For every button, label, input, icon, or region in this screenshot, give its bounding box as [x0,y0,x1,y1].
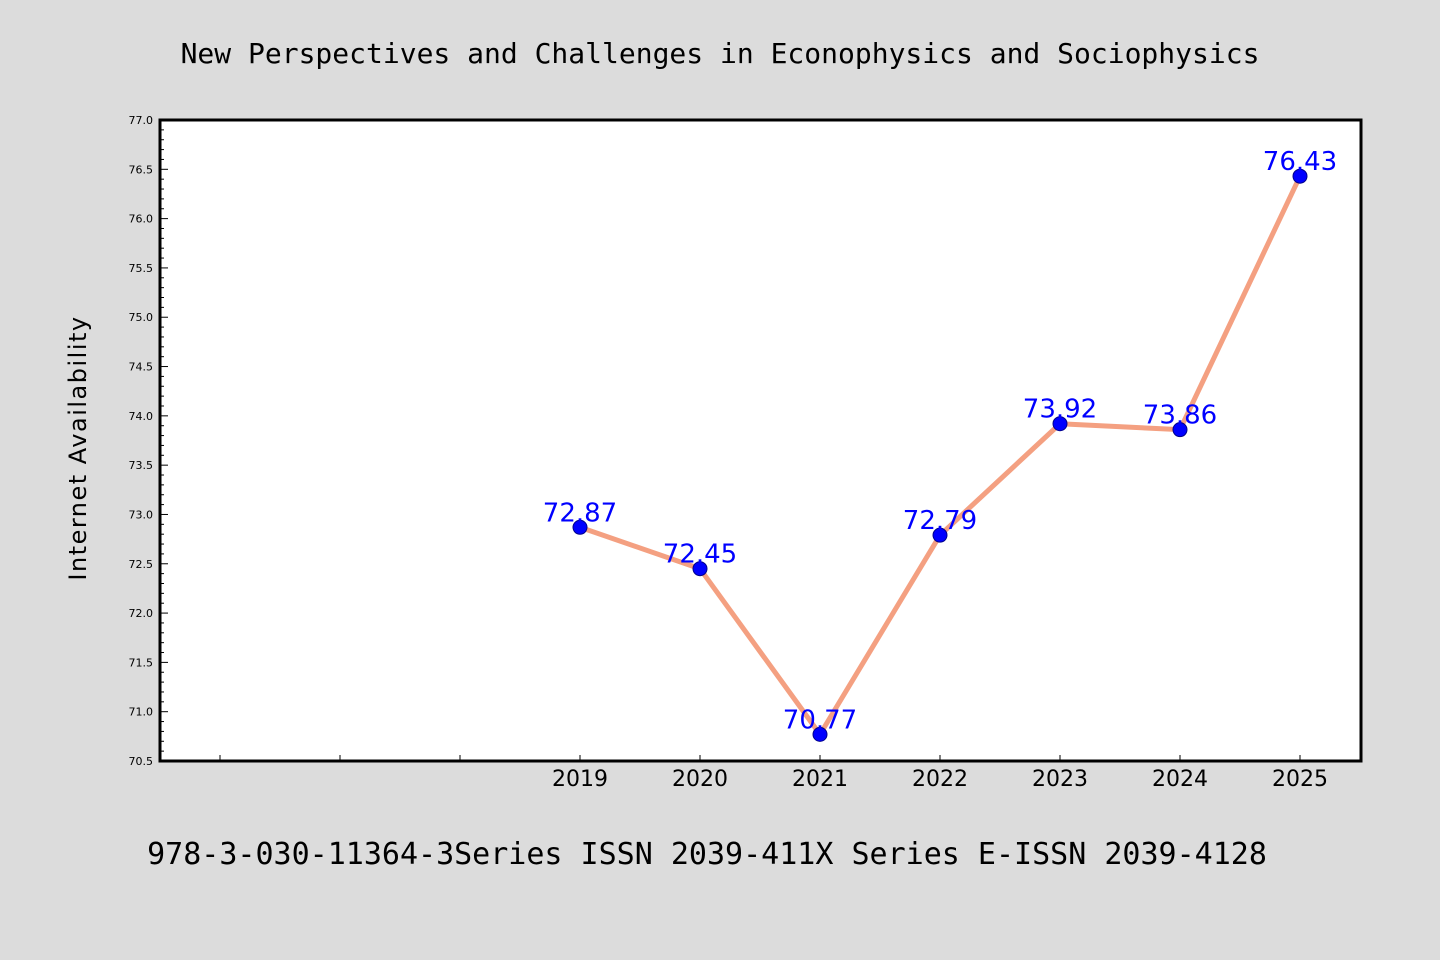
chart-subtitle: 978-3-030-11364-3Series ISSN 2039-411X S… [147,837,1267,872]
y-tick-label: 75.5 [129,262,154,275]
y-tick-label: 74.0 [129,410,154,423]
y-tick-label: 73.0 [129,508,154,521]
y-tick-label: 76.0 [129,213,154,226]
data-label: 72.87 [543,498,617,528]
data-label-group: 72.87 72.45 70.77 72.79 73.92 73.86 76.43 [543,147,1337,735]
y-tick-label: 73.5 [129,459,154,472]
x-tick-label: 2019 [552,767,608,792]
data-label: 72.45 [663,540,737,570]
y-tick-label: 76.5 [129,163,154,176]
data-point [812,726,828,742]
data-label: 72.79 [903,506,977,536]
y-axis-label: Internet Availability [64,315,92,580]
y-tick-label: 70.5 [129,755,154,768]
data-point [572,519,588,535]
x-axis: 2019 2020 2021 2022 2023 2024 2025 [219,755,1328,792]
x-tick-label: 2021 [792,767,848,792]
data-point [692,561,708,577]
data-label: 73.92 [1023,395,1097,425]
x-tick-label: 2024 [1152,767,1208,792]
x-tick-label: 2025 [1272,767,1328,792]
data-point [932,527,948,543]
x-tick-label: 2023 [1032,767,1088,792]
plot-area [158,118,1363,763]
data-label: 70.77 [783,705,857,735]
y-tick-label: 71.0 [129,706,154,719]
data-label: 73.86 [1143,401,1217,431]
marker-group [572,168,1308,742]
y-tick-label: 72.0 [129,607,154,620]
y-tick-label: 75.0 [129,311,154,324]
data-point [1172,422,1188,438]
data-label: 76.43 [1263,147,1337,177]
y-tick-label: 74.5 [129,361,154,374]
x-tick-label: 2020 [672,767,728,792]
y-tick-label: 77.0 [129,114,154,127]
data-point [1052,416,1068,432]
x-tick-label: 2022 [912,767,968,792]
y-tick-label: 72.5 [129,558,154,571]
y-tick-label: 71.5 [129,656,154,669]
y-axis: 70.5 71.0 71.5 72.0 72.5 73.0 73.5 74.0 74.5 75.0… [129,114,168,768]
chart-title: New Perspectives and Challenges in Econo… [181,37,1260,70]
data-point [1292,168,1308,184]
